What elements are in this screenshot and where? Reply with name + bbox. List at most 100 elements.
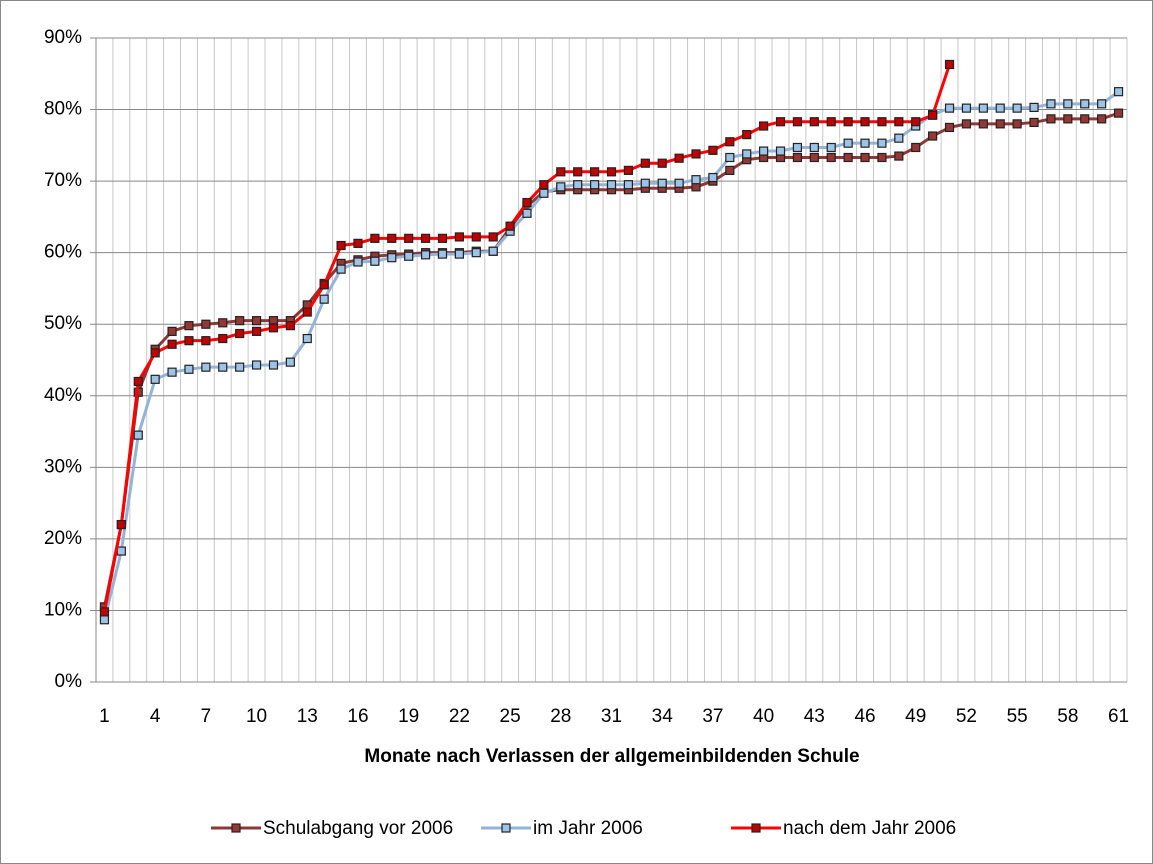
- data-point: [319, 294, 329, 304]
- data-point: [809, 152, 819, 163]
- data-point: [792, 152, 803, 163]
- data-point: [708, 172, 718, 183]
- y-tick-label: 10%: [44, 599, 82, 620]
- x-tick-label: 46: [854, 706, 875, 727]
- data-point: [623, 180, 634, 190]
- data-point: [556, 167, 566, 177]
- data-point: [894, 133, 904, 143]
- data-point: [235, 362, 245, 372]
- data-point: [792, 142, 803, 153]
- x-tick-label: 10: [246, 706, 267, 727]
- data-point: [336, 240, 346, 251]
- x-tick-label: 40: [753, 706, 774, 727]
- data-point: [268, 360, 279, 370]
- data-point: [860, 152, 870, 163]
- x-tick-label: 55: [1007, 706, 1028, 727]
- x-tick-label: 13: [297, 706, 318, 727]
- data-point: [944, 122, 955, 133]
- data-point: [539, 188, 549, 198]
- data-point: [235, 316, 245, 326]
- data-point: [640, 158, 650, 168]
- data-point: [1012, 103, 1022, 113]
- x-tick-label: 1: [99, 706, 110, 727]
- data-point: [1029, 117, 1039, 128]
- x-tick-label: 28: [550, 706, 571, 727]
- x-tick-label: 61: [1108, 706, 1129, 727]
- data-point: [251, 316, 262, 326]
- data-point: [184, 364, 194, 374]
- y-tick-label: 70%: [44, 170, 82, 191]
- legend-marker: [751, 823, 761, 833]
- y-tick-label: 0%: [55, 671, 83, 692]
- data-point: [302, 333, 312, 344]
- data-point: [285, 321, 295, 331]
- data-point: [522, 208, 532, 218]
- data-point: [843, 138, 853, 148]
- data-point: [725, 152, 735, 163]
- data-point: [742, 149, 752, 159]
- data-point: [978, 119, 988, 129]
- legend-label: im Jahr 2006: [533, 818, 643, 839]
- legend-marker: [501, 823, 511, 833]
- data-point: [116, 519, 126, 530]
- data-point: [742, 130, 752, 140]
- data-point: [877, 138, 887, 148]
- data-point: [640, 178, 650, 188]
- data-point: [201, 319, 211, 329]
- data-point: [1012, 119, 1022, 129]
- data-point: [201, 336, 211, 346]
- data-point: [725, 137, 735, 147]
- data-point: [488, 232, 498, 242]
- data-point: [471, 248, 481, 258]
- data-point: [150, 374, 160, 384]
- data-point: [353, 257, 363, 267]
- data-point: [167, 326, 177, 336]
- data-point: [268, 323, 279, 333]
- data-point: [218, 318, 228, 328]
- data-point: [759, 146, 769, 156]
- x-tick-label: 19: [398, 706, 419, 727]
- data-point: [961, 103, 972, 113]
- data-point: [437, 233, 448, 243]
- y-tick-label: 50%: [44, 313, 82, 334]
- y-tick-label: 90%: [44, 27, 82, 48]
- data-point: [589, 180, 600, 190]
- data-point: [843, 152, 853, 163]
- data-point: [167, 367, 177, 377]
- legend-label: Schulabgang vor 2006: [263, 818, 453, 839]
- data-point: [894, 151, 904, 161]
- y-tick-label: 20%: [44, 528, 82, 549]
- data-point: [99, 615, 110, 625]
- y-tick-label: 40%: [44, 385, 82, 406]
- data-point: [843, 117, 853, 127]
- data-point: [995, 119, 1005, 129]
- data-point: [251, 360, 262, 370]
- data-point: [370, 233, 380, 243]
- x-tick-label: 7: [201, 706, 212, 727]
- data-point: [961, 119, 972, 129]
- data-point: [573, 167, 583, 177]
- data-point: [1029, 102, 1039, 113]
- data-point: [420, 250, 431, 260]
- data-point: [775, 117, 786, 127]
- y-tick-label: 80%: [44, 99, 82, 120]
- x-tick-label: 16: [347, 706, 368, 727]
- data-point: [99, 607, 110, 617]
- data-point: [370, 256, 380, 266]
- x-tick-label: 58: [1057, 706, 1078, 727]
- data-point: [251, 326, 262, 336]
- data-point: [302, 307, 312, 317]
- data-point: [404, 233, 414, 243]
- data-point: [336, 264, 346, 274]
- data-point: [116, 546, 126, 556]
- data-point: [809, 117, 819, 127]
- data-point: [1113, 108, 1124, 118]
- data-point: [995, 103, 1005, 113]
- data-point: [691, 175, 701, 185]
- data-point: [674, 153, 684, 163]
- x-tick-label: 49: [905, 706, 926, 727]
- data-point: [657, 178, 667, 188]
- data-point: [133, 376, 143, 387]
